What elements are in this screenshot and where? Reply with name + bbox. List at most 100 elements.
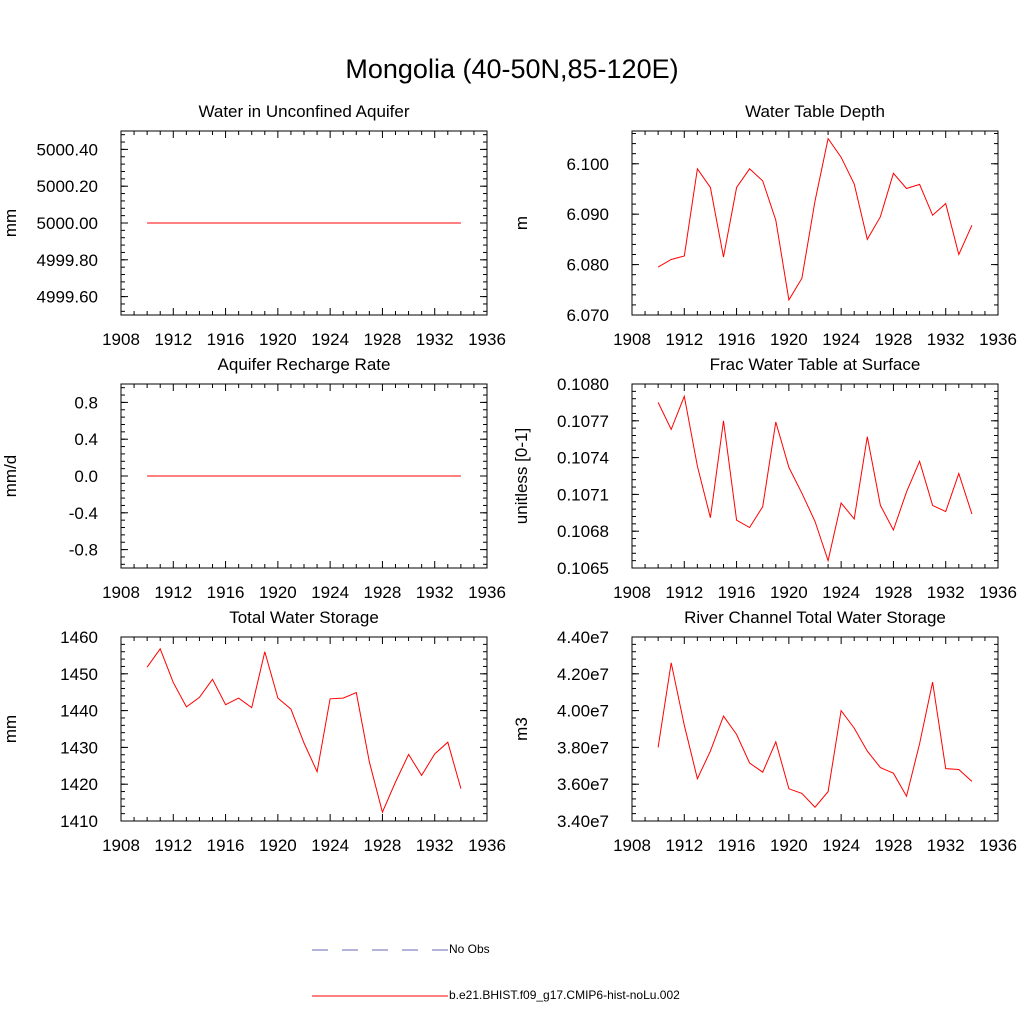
x-tick-label: 1912: [665, 330, 703, 349]
x-tick-label: 1912: [154, 583, 192, 602]
x-tick-label: 1908: [613, 836, 651, 855]
x-tick-label: 1936: [979, 583, 1017, 602]
x-tick-label: 1916: [207, 583, 245, 602]
x-tick-label: 1932: [927, 330, 965, 349]
y-tick-label: 1410: [60, 812, 98, 831]
y-tick-label: 4999.60: [37, 288, 98, 307]
x-tick-label: 1920: [259, 583, 297, 602]
x-tick-label: 1936: [468, 583, 506, 602]
chart-title: Aquifer Recharge Rate: [218, 355, 391, 374]
y-tick-label: 1420: [60, 775, 98, 794]
y-tick-label: 6.080: [566, 256, 609, 275]
chart-title: Water Table Depth: [745, 102, 885, 121]
y-axis-label: mm: [1, 209, 20, 237]
y-tick-label: 0.1071: [557, 485, 609, 504]
x-tick-label: 1924: [822, 583, 860, 602]
x-tick-label: 1916: [718, 330, 756, 349]
y-axis-label: mm: [1, 715, 20, 743]
x-tick-label: 1928: [364, 330, 402, 349]
chart-title: Total Water Storage: [229, 608, 379, 627]
y-tick-label: 0.1080: [557, 375, 609, 394]
x-tick-label: 1924: [311, 836, 349, 855]
x-tick-label: 1932: [927, 836, 965, 855]
y-tick-label: 5000.20: [37, 177, 98, 196]
x-tick-label: 1916: [718, 583, 756, 602]
y-axis-label: m: [512, 216, 531, 230]
x-tick-label: 1912: [154, 836, 192, 855]
x-tick-label: 1912: [154, 330, 192, 349]
y-tick-label: -0.4: [69, 504, 98, 523]
y-tick-label: 1450: [60, 665, 98, 684]
y-axis-label: unitless [0-1]: [512, 428, 531, 524]
x-tick-label: 1908: [102, 583, 140, 602]
y-tick-label: 6.090: [566, 205, 609, 224]
y-tick-label: 0.1077: [557, 412, 609, 431]
x-tick-label: 1912: [665, 836, 703, 855]
y-tick-label: 6.070: [566, 306, 609, 325]
y-tick-label: 0.1074: [557, 449, 609, 468]
x-tick-label: 1924: [822, 836, 860, 855]
x-tick-label: 1932: [416, 836, 454, 855]
x-tick-label: 1932: [927, 583, 965, 602]
y-tick-label: 1460: [60, 628, 98, 647]
x-tick-label: 1936: [468, 330, 506, 349]
x-tick-label: 1908: [102, 330, 140, 349]
chart-title: Water in Unconfined Aquifer: [198, 102, 409, 121]
x-tick-label: 1932: [416, 583, 454, 602]
x-tick-label: 1932: [416, 330, 454, 349]
y-axis-label: mm/d: [1, 455, 20, 498]
y-tick-label: 0.4: [74, 430, 98, 449]
x-tick-label: 1908: [613, 330, 651, 349]
y-tick-label: 4.40e7: [557, 628, 609, 647]
chart-title: Frac Water Table at Surface: [710, 355, 921, 374]
x-tick-label: 1928: [875, 583, 913, 602]
x-tick-label: 1928: [364, 583, 402, 602]
x-tick-label: 1936: [468, 836, 506, 855]
series-line: [657, 662, 973, 808]
x-tick-label: 1928: [364, 836, 402, 855]
x-tick-label: 1920: [259, 836, 297, 855]
series-line: [657, 394, 973, 563]
y-tick-label: 0.1068: [557, 522, 609, 541]
x-tick-label: 1936: [979, 836, 1017, 855]
x-tick-label: 1924: [311, 583, 349, 602]
y-tick-label: 4999.80: [37, 251, 98, 270]
chart-title: River Channel Total Water Storage: [684, 608, 946, 627]
x-tick-label: 1908: [102, 836, 140, 855]
x-tick-label: 1912: [665, 583, 703, 602]
x-tick-label: 1916: [207, 836, 245, 855]
series-line: [657, 137, 973, 302]
y-tick-label: 0.8: [74, 393, 98, 412]
y-tick-label: 3.80e7: [557, 738, 609, 757]
y-tick-label: 4.00e7: [557, 702, 609, 721]
y-tick-label: 4.20e7: [557, 665, 609, 684]
x-tick-label: 1924: [311, 330, 349, 349]
y-tick-label: 3.60e7: [557, 775, 609, 794]
x-tick-label: 1908: [613, 583, 651, 602]
y-tick-label: 3.40e7: [557, 812, 609, 831]
y-tick-label: 5000.40: [37, 140, 98, 159]
page-title: Mongolia (40-50N,85-120E): [345, 54, 679, 84]
x-tick-label: 1920: [259, 330, 297, 349]
x-tick-label: 1936: [979, 330, 1017, 349]
y-tick-label: 1440: [60, 702, 98, 721]
y-tick-label: 5000.00: [37, 214, 98, 233]
y-tick-label: 1430: [60, 738, 98, 757]
x-tick-label: 1916: [718, 836, 756, 855]
series-line: [146, 647, 462, 814]
x-tick-label: 1928: [875, 836, 913, 855]
x-tick-label: 1920: [770, 836, 808, 855]
x-tick-label: 1924: [822, 330, 860, 349]
x-tick-label: 1928: [875, 330, 913, 349]
y-tick-label: -0.8: [69, 541, 98, 560]
x-tick-label: 1916: [207, 330, 245, 349]
y-tick-label: 6.100: [566, 155, 609, 174]
x-tick-label: 1920: [770, 330, 808, 349]
y-tick-label: 0.1065: [557, 559, 609, 578]
